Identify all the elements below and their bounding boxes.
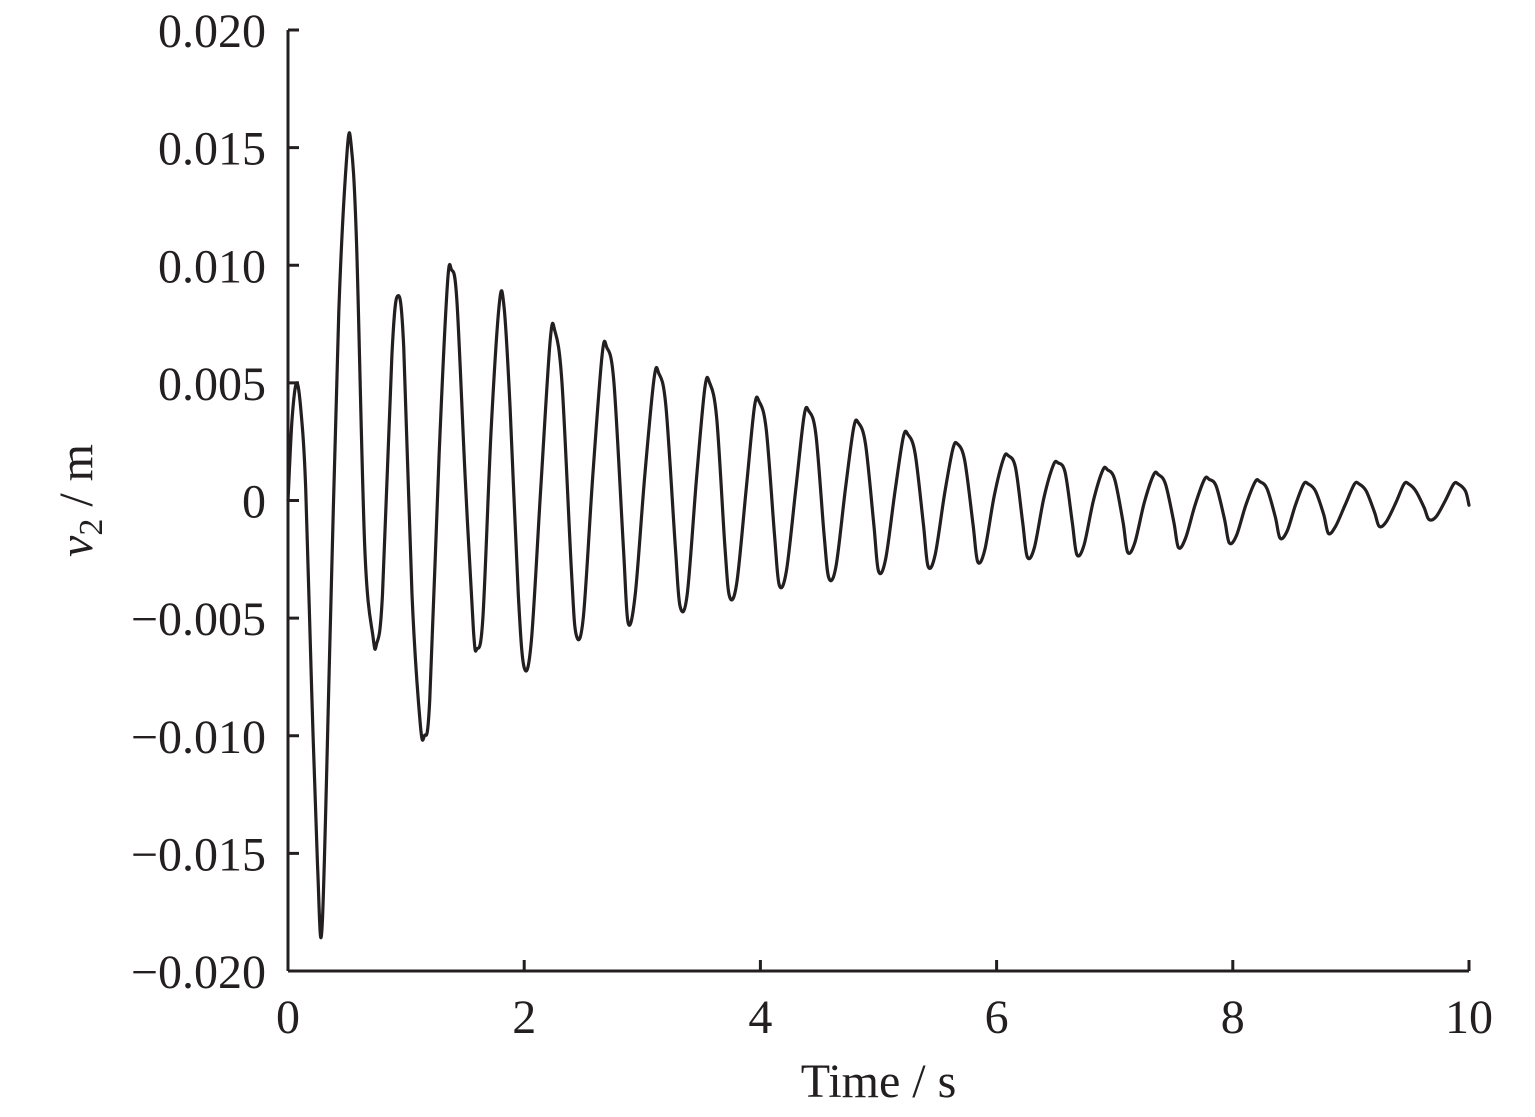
y-axis-title-variable: v [50,535,103,557]
x-tick-label: 10 [1445,991,1493,1044]
y-axis-title-subscript: 2 [73,519,110,536]
x-tick-label: 6 [985,991,1009,1044]
x-tick-label: 2 [512,991,536,1044]
x-tick-label: 0 [276,991,300,1044]
series [286,131,1471,940]
y-tick-label: −0.015 [131,828,266,881]
y-axis-title-unit: / m [50,444,103,519]
tick-labels: 0.020 0.015 0.010 0.005 0 −0.005 −0.010 −0.015 −… [131,5,1493,1044]
y-tick-label: 0.010 [158,240,266,293]
tick-marks [286,28,1471,973]
x-axis-title: Time / s [801,1055,957,1108]
series-line [286,131,1471,940]
y-tick-label: −0.005 [131,593,266,646]
y-tick-label: 0.015 [158,123,266,176]
x-tick-label: 4 [748,991,772,1044]
y-tick-label: −0.020 [131,946,266,999]
y-tick-label: 0 [242,476,266,529]
y-tick-label: −0.010 [131,711,266,764]
x-tick-label: 8 [1221,991,1245,1044]
y-tick-label: 0.005 [158,358,266,411]
y-tick-label: 0.020 [158,5,266,58]
y-axis-title: v2 / m [50,444,110,557]
